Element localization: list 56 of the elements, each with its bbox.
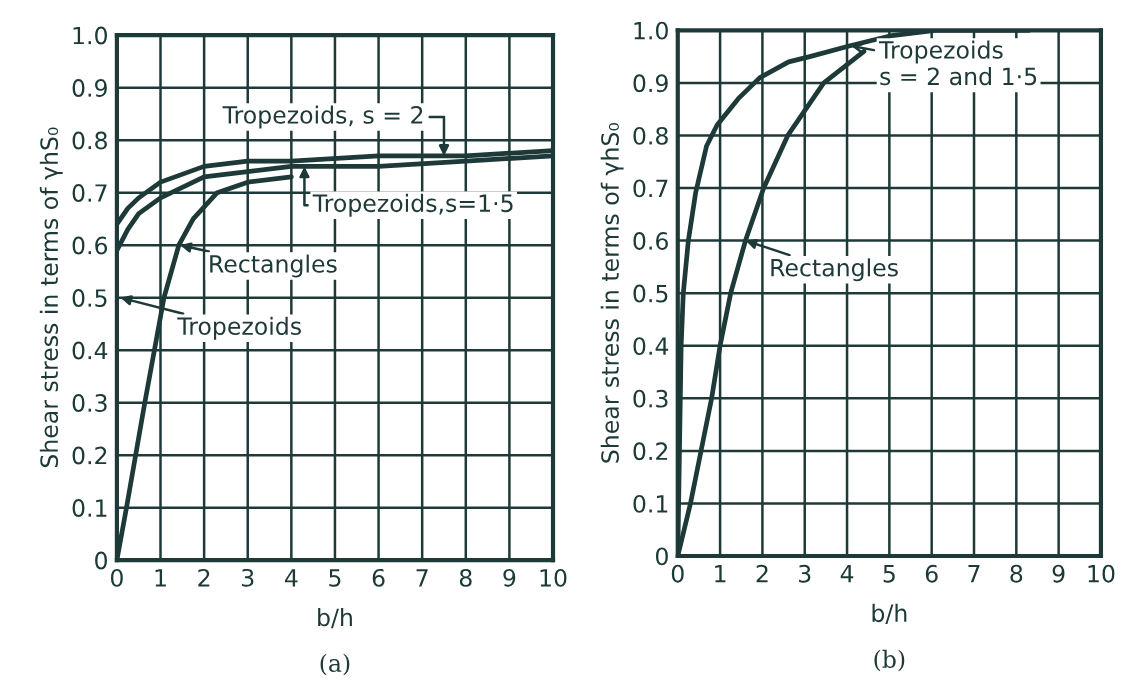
y-tick-label: 0.3 [633,389,668,408]
x-tick-label: 6 [372,568,385,587]
x-tick-label: 2 [198,568,210,587]
y-axis-title: Shear stress in terms of γhS₀ [600,122,624,463]
x-tick-label: 5 [329,569,341,587]
y-tick-label: 0.5 [72,289,107,307]
y-tick-label: 0 [95,551,107,570]
y-tick-label: 0 [655,547,668,566]
y-tick-label: 1.0 [73,26,107,45]
y-tick-label: 1.0 [634,21,668,40]
x-tick-label: 10 [540,568,567,587]
x-tick-label: 3 [242,568,254,587]
y-tick-label: 0.4 [633,337,669,356]
y-tick-label: 0.9 [72,79,107,97]
y-axis-title: Shear stress in terms of γhS₀ [39,127,63,468]
x-tick-label: 8 [459,568,472,587]
text: (a) [320,653,350,676]
x-tick-label: 9 [1052,564,1065,583]
y-tick-label: 0.7 [633,179,668,198]
y-tick-label: 0.4 [72,341,108,360]
x-tick-label: 5 [883,565,895,583]
annotation: Tropezoids,s=1·5 [312,193,513,217]
x-tick-label: 7 [416,569,428,587]
x-tick-label: 10 [1088,564,1115,583]
y-tick-label: 0.8 [72,131,107,150]
x-tick-label: 6 [925,564,938,583]
y-tick-label: 0.9 [633,74,668,93]
x-tick-label: 4 [840,565,854,583]
y-tick-label: 0.8 [633,126,668,145]
x-axis-title: b/h [872,603,907,625]
annotation: Tropezoids, s = 2 [222,105,423,129]
x-tick-label: 0 [110,568,123,587]
annotation: Rectangles [210,254,337,278]
x-tick-label: 7 [968,565,980,583]
y-tick-label: 0.6 [633,232,668,250]
y-tick-label: 0.1 [72,499,107,517]
x-tick-label: 1 [715,565,726,583]
x-tick-label: 2 [756,564,768,583]
x-axis-title: b/h [318,608,352,629]
y-tick-label: 0.3 [72,394,107,412]
x-tick-label: 3 [799,564,811,583]
y-tick-label: 0.2 [633,442,668,461]
x-tick-label: 4 [284,569,298,587]
annotation: Tropezoids [177,316,301,340]
x-tick-label: 8 [1010,564,1023,583]
annotation: Tropezoids s = 2 and 1·5 [878,40,1037,86]
y-tick-label: 0.6 [72,236,108,255]
x-tick-label: 1 [155,569,166,587]
annotation: Rectangles [771,258,898,282]
y-tick-label: 0.1 [633,494,668,513]
text: (b) [874,649,905,672]
y-tick-label: 0.2 [72,446,107,465]
y-tick-label: 0.7 [72,184,107,202]
x-tick-label: 9 [503,568,516,587]
x-tick-label: 0 [671,564,684,583]
y-tick-label: 0.5 [633,284,668,303]
